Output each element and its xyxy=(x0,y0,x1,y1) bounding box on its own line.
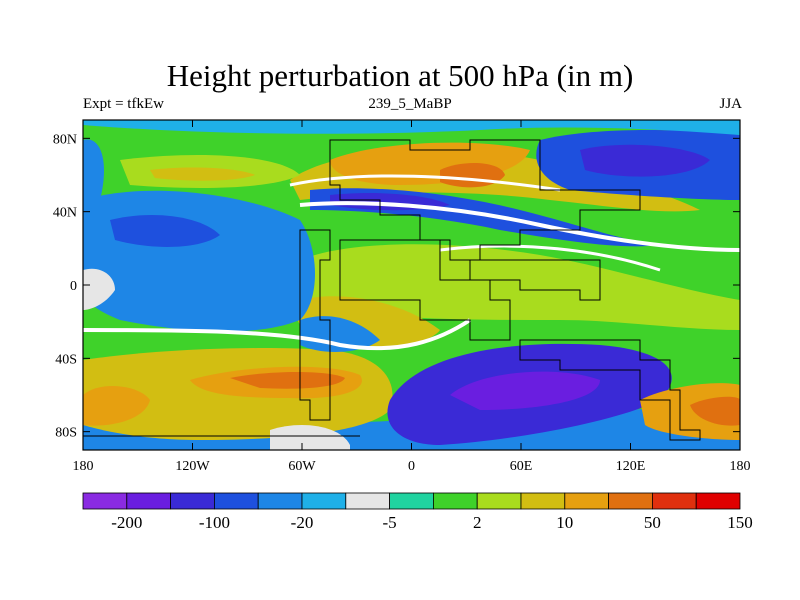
colorbar-swatch xyxy=(564,492,609,510)
zero-contour xyxy=(289,174,561,192)
field-band xyxy=(83,190,315,332)
continent-outline xyxy=(299,229,331,421)
continent-outline xyxy=(329,139,641,261)
y-axis: 80N 40N 0 40S 80S xyxy=(53,132,740,441)
colorbar-swatch xyxy=(432,492,478,510)
chart-title: Height perturbation at 500 hPa (in m) xyxy=(166,58,634,93)
colorbar-swatch xyxy=(476,492,522,510)
field-band xyxy=(150,167,255,181)
field-band xyxy=(110,215,220,247)
x-tick-label: 60W xyxy=(288,459,316,474)
colorbar-label: -5 xyxy=(383,513,397,532)
colorbar-swatch xyxy=(345,492,390,510)
colorbar-swatch xyxy=(257,492,303,510)
field-band xyxy=(83,385,150,426)
y-tick-label: 80N xyxy=(53,132,77,147)
colorbar-swatch xyxy=(82,492,128,510)
field-band xyxy=(690,396,740,426)
field-band xyxy=(230,372,345,389)
height-field xyxy=(83,120,740,450)
colorbar-label: 150 xyxy=(727,513,753,532)
x-tick-label: 60E xyxy=(510,459,533,474)
colorbar-swatch xyxy=(652,492,697,510)
y-tick-label: 40N xyxy=(53,206,77,221)
field-band xyxy=(83,120,740,135)
x-tick-label: 180 xyxy=(73,459,94,474)
colorbar: -200 -100 -20 -5 2 10 50 150 xyxy=(82,492,753,532)
colorbar-label: 10 xyxy=(556,513,573,532)
case-label: 239_5_MaBP xyxy=(368,96,452,112)
colorbar-swatch xyxy=(389,492,434,510)
zero-contour xyxy=(439,244,661,272)
y-tick-label: 40S xyxy=(55,352,77,367)
x-axis: 180 120W 60W 0 60E 120E 180 xyxy=(73,120,751,474)
x-tick-label: 180 xyxy=(730,459,751,474)
field-band xyxy=(580,144,710,177)
field-band xyxy=(83,139,104,211)
colorbar-label: -200 xyxy=(111,513,142,532)
experiment-label: Expt = tfkEw xyxy=(83,96,164,112)
continent-outline xyxy=(339,239,511,341)
zero-contour xyxy=(83,318,472,351)
colorbar-swatch xyxy=(520,492,566,510)
field-band xyxy=(83,268,115,310)
colorbar-label: 2 xyxy=(473,513,482,532)
y-tick-label: 80S xyxy=(55,426,77,441)
x-tick-label: 0 xyxy=(408,459,415,474)
season-label: JJA xyxy=(719,96,742,112)
field-band xyxy=(270,425,350,450)
field-band xyxy=(450,371,600,410)
continent-outline xyxy=(519,339,701,441)
colorbar-swatch xyxy=(608,492,653,510)
colorbar-swatch xyxy=(695,492,741,510)
colorbar-swatch xyxy=(213,492,259,510)
zero-contour xyxy=(299,201,740,252)
x-tick-label: 120E xyxy=(616,459,646,474)
colorbar-label: -20 xyxy=(291,513,314,532)
colorbar-swatch xyxy=(170,492,215,510)
colorbar-label: -100 xyxy=(199,513,230,532)
colorbar-swatch xyxy=(126,492,172,510)
y-tick-label: 0 xyxy=(70,279,77,294)
field-band xyxy=(640,383,740,440)
field-band xyxy=(296,244,740,330)
x-tick-label: 120W xyxy=(175,459,210,474)
field-band xyxy=(300,316,380,352)
colorbar-swatch xyxy=(301,492,347,510)
colorbar-label: 50 xyxy=(644,513,661,532)
